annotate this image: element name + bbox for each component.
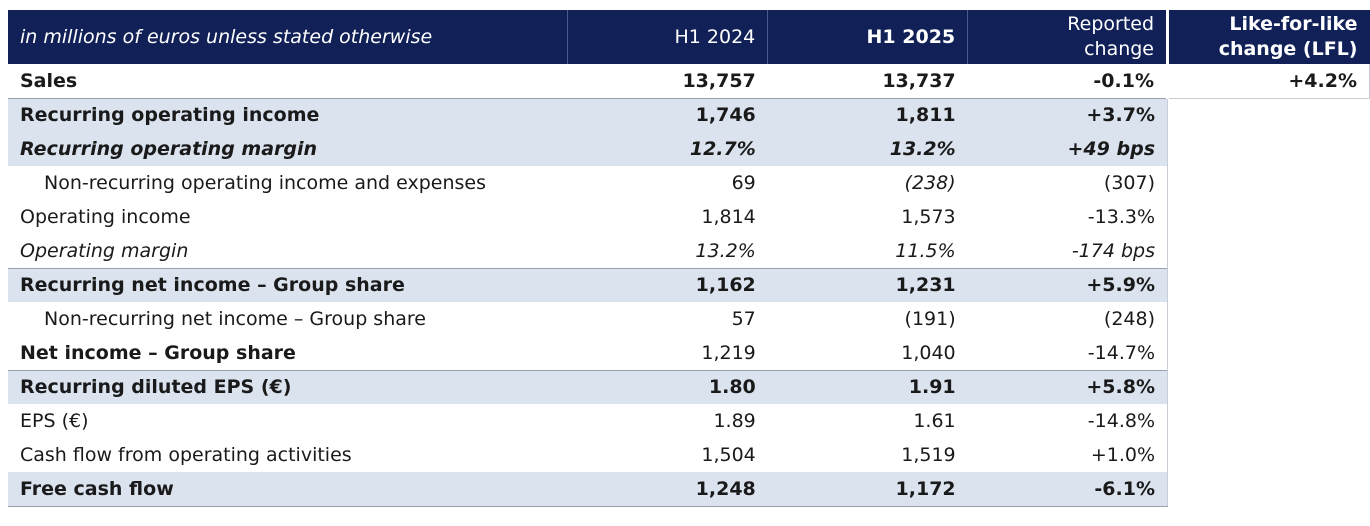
row-h1-2024: 1,504: [701, 444, 756, 466]
row-h1-2025: 1.91: [767, 369, 968, 404]
row-h1-2025: 1,811: [767, 98, 968, 132]
row-h1-2025: 1.61: [913, 410, 956, 432]
row-label: Non-recurring operating income and expen…: [44, 172, 487, 194]
row-label: Recurring net income – Group share: [8, 267, 568, 302]
row-h1-2024: 57: [731, 308, 756, 330]
header-reported-line2: change: [1084, 38, 1155, 60]
header-lfl-line1: Like-for-like: [1229, 13, 1358, 35]
row-label: Non-recurring net income – Group share: [44, 308, 426, 330]
row-reported-change: +1.0%: [967, 438, 1169, 472]
row-h1-2024: 12.7%: [567, 132, 768, 166]
row-reported-change: (307): [967, 166, 1169, 200]
header-h1-2025: H1 2025: [767, 10, 968, 64]
row-label: Sales: [8, 64, 568, 99]
row-label: Cash flow from operating activities: [20, 444, 352, 466]
financial-results-table: in millions of euros unless stated other…: [8, 10, 1370, 507]
table-row: Recurring operating income 1,746 1,811 +…: [8, 98, 1370, 132]
header-reported-line1: Reported: [1067, 13, 1155, 35]
row-label: Operating income: [20, 206, 191, 228]
table-row: Recurring net income – Group share 1,162…: [8, 267, 1370, 302]
row-h1-2024: 1,162: [567, 267, 768, 302]
row-label: Recurring diluted EPS (€): [8, 369, 568, 404]
row-h1-2025: 13,737: [767, 64, 968, 99]
row-h1-2024: 1,746: [567, 98, 768, 132]
table-row: Recurring operating margin 12.7% 13.2% +…: [8, 132, 1370, 166]
row-reported-change: (248): [967, 302, 1169, 336]
table-header-row: in millions of euros unless stated other…: [8, 10, 1370, 64]
table-row: Net income – Group share 1,219 1,040 -14…: [8, 336, 1370, 370]
row-h1-2025: 1,519: [901, 444, 956, 466]
header-reported-change: Reported change: [967, 10, 1168, 64]
row-label: Recurring operating income: [8, 98, 568, 132]
row-h1-2025: 1,231: [767, 267, 968, 302]
row-h1-2025: 11.5%: [895, 239, 956, 262]
row-reported-change: -174 bps: [967, 234, 1169, 268]
row-reported-change: +5.8%: [967, 369, 1169, 404]
row-label: Net income – Group share: [20, 341, 296, 364]
table-row: Free cash flow 1,248 1,172 -6.1%: [8, 472, 1370, 507]
row-h1-2025: 1,573: [901, 206, 956, 228]
row-reported-change: -0.1%: [967, 64, 1168, 99]
row-h1-2024: 13,757: [567, 64, 768, 99]
row-reported-change: -14.7%: [967, 336, 1169, 370]
row-h1-2025: 1,172: [767, 472, 968, 507]
row-reported-change: -13.3%: [967, 200, 1169, 234]
header-h1-2024: H1 2024: [567, 10, 768, 64]
row-h1-2024: 13.2%: [695, 239, 756, 262]
row-reported-change: -14.8%: [967, 404, 1169, 438]
table-row: Recurring diluted EPS (€) 1.80 1.91 +5.8…: [8, 369, 1370, 404]
header-unit-label: in millions of euros unless stated other…: [8, 10, 568, 64]
table-row-sales: Sales 13,757 13,737 -0.1% +4.2%: [8, 64, 1370, 99]
row-h1-2024: 1,814: [701, 206, 756, 228]
row-label: Free cash flow: [8, 472, 568, 507]
table-row: Operating income 1,814 1,573 -13.3%: [8, 200, 1370, 234]
row-h1-2025: (238): [904, 172, 956, 194]
row-h1-2024: 69: [731, 172, 756, 194]
row-h1-2025: 1,040: [901, 341, 956, 364]
row-reported-change: -6.1%: [967, 472, 1169, 507]
row-h1-2024: 1,219: [701, 341, 756, 364]
row-reported-change: +49 bps: [967, 132, 1169, 166]
row-h1-2025: (191): [904, 308, 956, 330]
header-lfl-line2: change (LFL): [1218, 38, 1358, 60]
row-h1-2024: 1,248: [567, 472, 768, 507]
table-row: Non-recurring net income – Group share 5…: [8, 302, 1370, 336]
row-label: EPS (€): [20, 410, 89, 432]
row-reported-change: +5.9%: [967, 267, 1169, 302]
table-row: Operating margin 13.2% 11.5% -174 bps: [8, 234, 1370, 268]
row-h1-2024: 1.80: [567, 369, 768, 404]
table-row: Cash flow from operating activities 1,50…: [8, 438, 1370, 472]
table-row: EPS (€) 1.89 1.61 -14.8%: [8, 404, 1370, 438]
header-lfl-change: Like-for-like change (LFL): [1166, 10, 1370, 64]
row-h1-2024: 1.89: [713, 410, 756, 432]
row-reported-change: +3.7%: [967, 98, 1169, 132]
row-label: Operating margin: [20, 239, 189, 262]
row-h1-2025: 13.2%: [767, 132, 968, 166]
row-label: Recurring operating margin: [8, 132, 568, 166]
row-lfl-change: +4.2%: [1166, 64, 1370, 99]
table-row: Non-recurring operating income and expen…: [8, 166, 1370, 200]
